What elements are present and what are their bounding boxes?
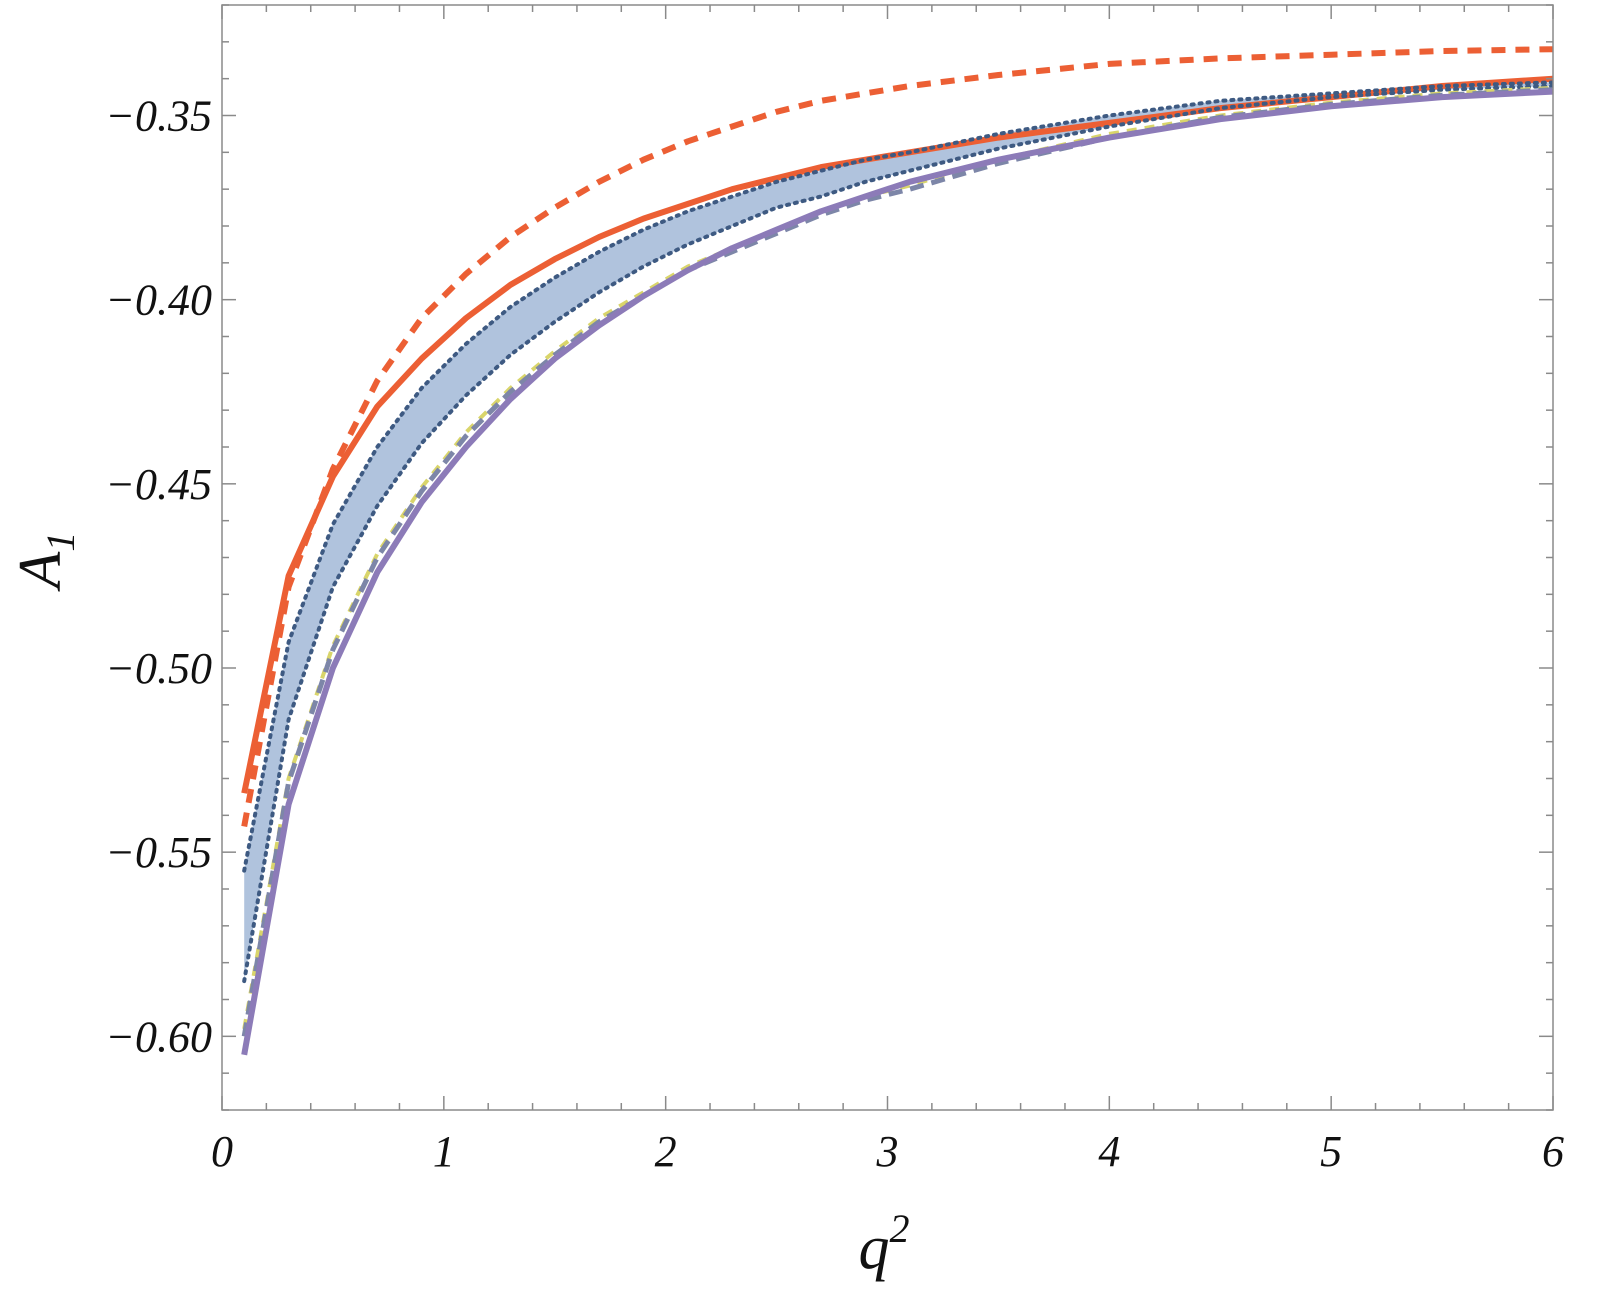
x-tick-label: 1 bbox=[433, 1127, 455, 1176]
series-line-1 bbox=[241, 46, 1553, 827]
series-line-3 bbox=[242, 80, 1553, 873]
series-group bbox=[241, 46, 1553, 1056]
plot-area bbox=[241, 46, 1553, 1056]
series-line-2 bbox=[241, 75, 1553, 794]
series-line-6 bbox=[241, 87, 1553, 1037]
series-line-5 bbox=[242, 85, 1553, 1030]
y-tick-label: −0.50 bbox=[105, 644, 212, 693]
x-tick-label: 4 bbox=[1098, 1127, 1120, 1176]
x-tick-label: 5 bbox=[1320, 1127, 1342, 1176]
y-tick-label: −0.60 bbox=[105, 1012, 212, 1061]
series-line-7 bbox=[241, 88, 1553, 1056]
axes: 0 1 2 3 4 5 6 −0.60 −0.55 −0.50 −0.45 −0.40 −0.35 bbox=[105, 4, 1564, 1176]
x-tick-label: 2 bbox=[655, 1127, 677, 1176]
x-tick-label: 6 bbox=[1542, 1127, 1564, 1176]
x-axis-label: q2 bbox=[859, 1206, 910, 1282]
y-tick-label: −0.55 bbox=[105, 828, 212, 877]
y-tick-label: −0.35 bbox=[105, 92, 212, 141]
y-tick-label: −0.45 bbox=[105, 460, 212, 509]
x-tick-label: 3 bbox=[876, 1127, 899, 1176]
y-tick-label: −0.40 bbox=[105, 276, 212, 325]
x-tick-label: 0 bbox=[211, 1127, 233, 1176]
series-line-4 bbox=[242, 84, 1553, 984]
y-axis-label: A1 bbox=[7, 532, 83, 593]
uncertainty-band bbox=[244, 82, 1553, 982]
axis-labels: q2 A1 bbox=[7, 532, 910, 1282]
